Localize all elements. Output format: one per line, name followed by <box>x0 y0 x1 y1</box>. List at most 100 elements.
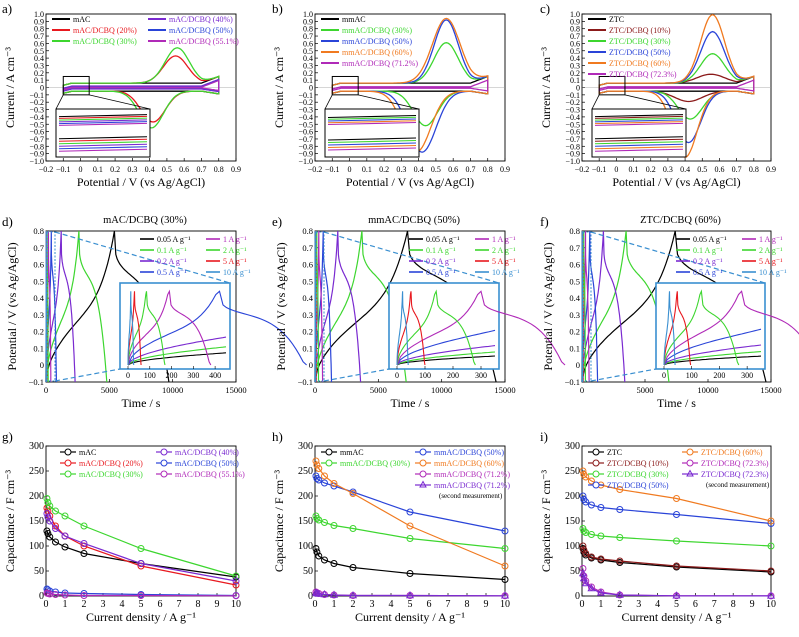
cv-series-line <box>62 47 220 129</box>
y-tick-label: 0.1 <box>302 343 313 353</box>
legend-label: mmAC/DCBQ (30%) <box>342 26 412 35</box>
y-tick-label: −0.9 <box>298 150 313 159</box>
x-tick-label: 0.6 <box>714 165 724 174</box>
y-tick-label: 0.4 <box>34 54 44 63</box>
x-tick-label: 5 <box>139 599 144 610</box>
y-tick-label: 0.9 <box>303 17 313 26</box>
x-axis-label: Current density / A g⁻¹ <box>86 610 196 624</box>
inset-series-line <box>663 351 762 366</box>
inset-line <box>327 144 417 149</box>
inset-line <box>58 136 148 140</box>
zoom-box <box>331 75 359 96</box>
x-tick-label: 4 <box>120 599 125 610</box>
legend-marker <box>419 448 427 456</box>
x-tick-label: 0.5 <box>431 165 441 174</box>
rate-point <box>312 457 320 465</box>
cv-series-line <box>331 17 489 153</box>
inset-line <box>58 115 148 119</box>
rate-point <box>315 476 323 484</box>
rate-point <box>767 542 775 550</box>
x-tick-label: 0 <box>580 599 585 610</box>
x-tick-label: 1 <box>63 599 68 610</box>
inset-x-tick-label: 0 <box>395 371 399 380</box>
rate-series-line <box>315 515 506 550</box>
rate-point <box>329 590 339 598</box>
rate-point <box>137 560 145 567</box>
rate-series-line <box>315 548 506 581</box>
y-tick-label: 0 <box>576 84 580 93</box>
legend-label: mAC/DCBQ (50%) <box>175 459 239 468</box>
y-tick-label: 150 <box>29 516 44 527</box>
rate-point <box>320 589 329 598</box>
x-tick-label: −0.1 <box>325 165 340 174</box>
legend-marker <box>419 480 427 488</box>
y-tick-label: 0.8 <box>302 226 313 236</box>
rate-point <box>80 540 88 547</box>
legend-label: 0.5 A g⁻¹ <box>426 268 456 277</box>
rate-point <box>313 515 321 522</box>
y-tick-label: 0.1 <box>34 76 44 85</box>
cv-chart-b: −0.2 −0.1 0 0.1 0.2 0.3 0.4 0.5 0.6 0.7 0.8 0.9−1.0… <box>272 1 510 189</box>
inset-x-tick-label: 0 <box>126 371 130 380</box>
inset-series-line <box>396 289 476 366</box>
inset-series-line <box>127 336 227 366</box>
rate-point <box>313 475 321 482</box>
x-tick-label: 10000 <box>431 385 452 395</box>
y-tick-label: 0.8 <box>303 25 313 34</box>
rate-point <box>349 490 357 497</box>
inset-frame <box>388 282 500 370</box>
rate-point <box>61 591 69 599</box>
y-tick-label: 0.4 <box>33 293 44 303</box>
y-tick-label: −0.1 <box>565 377 580 387</box>
x-tick-label: 1 <box>598 599 603 610</box>
x-tick-label: 0 <box>44 385 48 395</box>
y-tick-label: 0.2 <box>570 69 580 78</box>
x-tick-label: 2 <box>82 599 87 610</box>
y-tick-label: 250 <box>565 466 580 477</box>
x-tick-label: 0.7 <box>196 165 206 174</box>
inset-line <box>327 118 417 122</box>
panel-label: b) <box>272 1 283 16</box>
y-tick-label: −0.4 <box>565 113 580 122</box>
y-tick-label: 0.4 <box>569 293 580 303</box>
rate-point <box>314 589 323 597</box>
y-tick-label: 0.3 <box>569 310 580 320</box>
legend-label: ZTC <box>609 15 624 24</box>
inset-x-tick-label: 400 <box>209 371 221 380</box>
legend-marker <box>592 470 600 478</box>
legend-label: 2 A g⁻¹ <box>759 246 783 255</box>
rate-point <box>587 531 595 538</box>
inset-line <box>594 146 684 150</box>
rate-point <box>80 590 88 597</box>
rate-point <box>587 553 595 561</box>
x-tick-label: 10 <box>500 599 510 610</box>
x-tick-label: 0.5 <box>162 165 172 174</box>
y-tick-label: −0.2 <box>29 98 44 107</box>
y-tick-label: −0.1 <box>29 377 44 387</box>
x-tick-label: 0.1 <box>629 165 639 174</box>
y-tick-label: −0.9 <box>29 150 44 159</box>
y-tick-label: −0.5 <box>29 120 44 129</box>
legend-label: 0.05 A g⁻¹ <box>426 235 460 244</box>
zoom-connector <box>89 94 151 110</box>
y-axis-label: Current / A cm⁻³ <box>272 47 286 128</box>
inset-line <box>594 114 684 118</box>
rate-point <box>52 538 59 546</box>
inset-x-tick-label: 300 <box>475 371 487 380</box>
panel-label: d) <box>2 214 13 229</box>
legend-label: mmAC/DCBQ (60%) <box>342 48 412 57</box>
rate-point <box>766 591 776 599</box>
rate-point <box>581 578 590 587</box>
rate-point <box>330 522 338 529</box>
x-tick-label: 3 <box>101 599 106 610</box>
x-tick-label: 9 <box>484 599 489 610</box>
legend-label: mAC/DCBQ (50%) <box>169 26 233 35</box>
x-tick-label: 0.3 <box>663 165 673 174</box>
y-tick-label: 0.8 <box>34 25 44 34</box>
x-tick-label: 0.7 <box>465 165 475 174</box>
legend-label: mmAC <box>342 15 366 24</box>
x-tick-label: 0.6 <box>179 165 189 174</box>
legend-marker <box>592 448 600 456</box>
legend-label: 10 A g⁻¹ <box>759 268 787 277</box>
